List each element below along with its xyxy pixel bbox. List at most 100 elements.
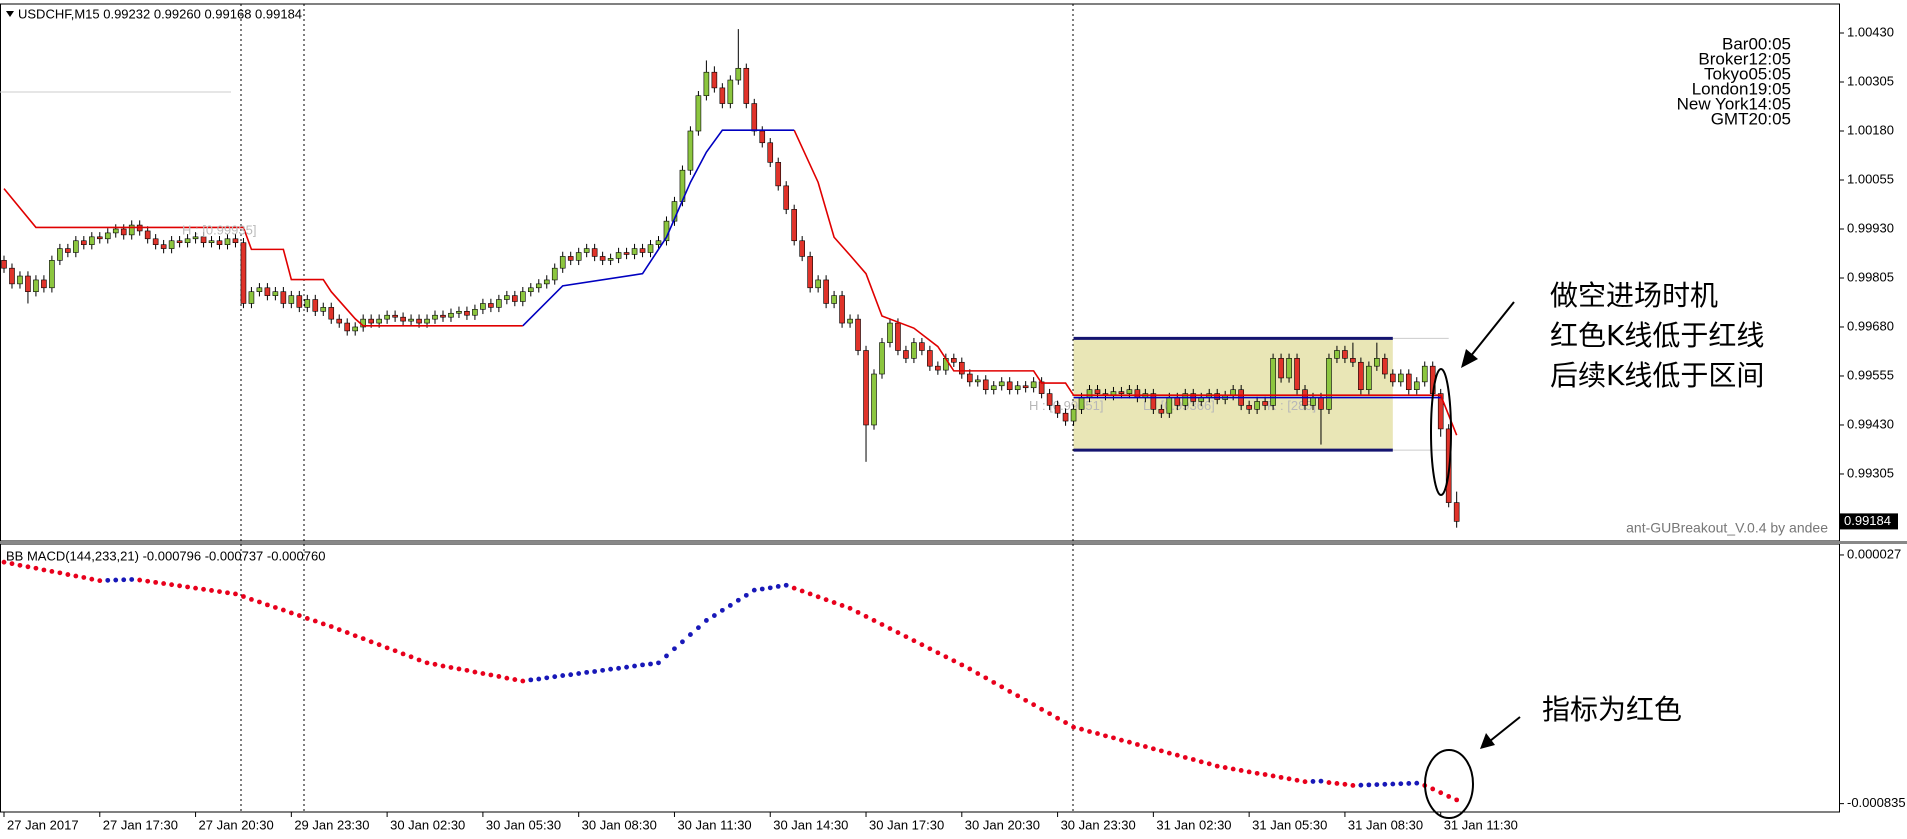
candle-body bbox=[599, 256, 606, 261]
menu-triangle bbox=[6, 11, 14, 17]
candle-body bbox=[1022, 385, 1029, 389]
macd-dot bbox=[1318, 778, 1324, 784]
candle-body bbox=[1310, 397, 1316, 406]
macd-dot bbox=[1366, 782, 1372, 788]
x-tick-label: 27 Jan 17:30 bbox=[103, 817, 178, 832]
candle-body bbox=[591, 248, 598, 257]
x-tick-label: 30 Jan 11:30 bbox=[677, 817, 751, 832]
macd-dot bbox=[352, 633, 358, 639]
candle-body bbox=[998, 381, 1005, 387]
macd-dot bbox=[1, 559, 7, 565]
candle-body bbox=[1453, 502, 1460, 522]
macd-dot bbox=[1063, 720, 1068, 725]
macd-dot bbox=[847, 605, 853, 611]
x-tick-label: 31 Jan 05:30 bbox=[1252, 817, 1327, 832]
macd-dot bbox=[775, 584, 781, 589]
macd-dot bbox=[1190, 757, 1196, 762]
macd-dot bbox=[1286, 776, 1292, 782]
candle-body bbox=[1126, 389, 1133, 394]
candle-body bbox=[551, 267, 558, 281]
candle-body bbox=[504, 295, 510, 300]
candle-body bbox=[575, 252, 582, 261]
trail-line bbox=[522, 129, 1441, 399]
candle-body bbox=[57, 248, 63, 261]
candle-body bbox=[384, 314, 390, 320]
candle-body bbox=[974, 379, 981, 383]
macd-dot bbox=[1238, 768, 1244, 773]
highlight-ellipse bbox=[1424, 749, 1474, 819]
candle-body bbox=[352, 326, 358, 332]
candle-body bbox=[607, 258, 614, 261]
annotation: 后续K线低于区间 bbox=[1550, 359, 1764, 392]
y-tick-label: 0.99305 bbox=[1847, 465, 1894, 480]
macd-dot bbox=[927, 646, 933, 652]
candle-body bbox=[120, 228, 127, 236]
candle-body bbox=[703, 71, 710, 97]
macd-dot bbox=[967, 666, 973, 672]
macd-dot bbox=[504, 675, 510, 681]
candle-body bbox=[655, 240, 662, 245]
macd-dot bbox=[656, 660, 661, 666]
candle-body bbox=[256, 287, 263, 293]
macd-dot bbox=[105, 577, 111, 583]
macd-dot bbox=[376, 642, 382, 648]
candle-body bbox=[1150, 393, 1157, 410]
macd-dot bbox=[648, 661, 653, 667]
macd-dot bbox=[807, 591, 813, 597]
candle-body bbox=[152, 238, 159, 245]
macd-dot bbox=[1023, 697, 1029, 703]
candle-body bbox=[903, 350, 909, 359]
candle-body bbox=[791, 209, 797, 242]
x-tick-label: 30 Jan 20:30 bbox=[965, 817, 1040, 832]
macd-dot bbox=[751, 587, 757, 593]
macd-dot bbox=[392, 648, 398, 654]
candle-body bbox=[1318, 397, 1324, 410]
macd-dot bbox=[1446, 794, 1452, 799]
macd-dot bbox=[640, 662, 645, 668]
macd-dot bbox=[1071, 724, 1076, 730]
clock-line: GMT20:05 bbox=[1711, 109, 1791, 128]
macd-dot bbox=[791, 585, 797, 591]
candle-body bbox=[344, 322, 351, 332]
candle-body bbox=[73, 240, 79, 253]
candle-body bbox=[895, 322, 901, 351]
candle-body bbox=[567, 256, 574, 261]
candle-body bbox=[496, 299, 502, 308]
macd-dot bbox=[1262, 772, 1268, 777]
candle-body bbox=[1374, 358, 1380, 367]
macd-dot bbox=[703, 618, 709, 623]
candle-body bbox=[799, 240, 805, 257]
x-tick-label: 30 Jan 02:30 bbox=[390, 817, 465, 832]
candle-body bbox=[296, 295, 303, 308]
macd-dot bbox=[280, 607, 286, 613]
clock-line: Broker12:05 bbox=[1698, 49, 1791, 68]
candle-body bbox=[112, 228, 119, 234]
candle-body bbox=[480, 303, 486, 310]
candle-body bbox=[1094, 389, 1101, 394]
candle-body bbox=[400, 316, 406, 322]
x-tick-label: 30 Jan 23:30 bbox=[1061, 817, 1136, 832]
clock: Bar00:05 Broker12:05 Tokyo05:05 London19… bbox=[1677, 34, 1791, 128]
macd-dot bbox=[903, 634, 909, 640]
macd-dot bbox=[145, 578, 151, 584]
macd-dot bbox=[264, 602, 270, 608]
candle-body bbox=[416, 318, 422, 324]
candle-body bbox=[1166, 397, 1173, 414]
candle-body bbox=[368, 318, 374, 324]
candle-body bbox=[1078, 397, 1085, 410]
candle-body bbox=[1382, 358, 1388, 375]
macd-dot bbox=[735, 597, 741, 603]
macd-dot bbox=[991, 680, 997, 685]
macd-dot bbox=[823, 597, 829, 603]
candle-body bbox=[424, 318, 430, 324]
arrow-shaft bbox=[1489, 716, 1521, 742]
candle-body bbox=[815, 279, 821, 289]
macd-dot bbox=[959, 662, 965, 668]
macd-dot bbox=[1214, 763, 1220, 769]
macd-dot bbox=[1310, 779, 1316, 784]
macd-dot bbox=[1222, 765, 1228, 770]
candle-body bbox=[1358, 361, 1364, 390]
macd-dot bbox=[1015, 693, 1021, 699]
candle-body bbox=[408, 318, 414, 322]
